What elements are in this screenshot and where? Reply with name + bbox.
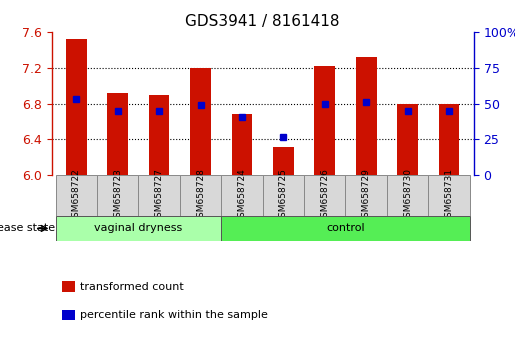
Bar bbox=[56, 216, 221, 241]
Bar bbox=[149, 95, 169, 175]
Text: vaginal dryness: vaginal dryness bbox=[94, 223, 183, 233]
Text: percentile rank within the sample: percentile rank within the sample bbox=[80, 310, 268, 320]
Text: control: control bbox=[326, 223, 365, 233]
Text: GSM658722: GSM658722 bbox=[72, 168, 81, 223]
Bar bbox=[314, 66, 335, 175]
Bar bbox=[97, 175, 139, 216]
Text: GSM658728: GSM658728 bbox=[196, 168, 205, 223]
Text: GSM658729: GSM658729 bbox=[362, 168, 371, 223]
Text: GSM658727: GSM658727 bbox=[154, 168, 164, 223]
Bar bbox=[273, 147, 294, 175]
Bar bbox=[180, 175, 221, 216]
Text: GSM658730: GSM658730 bbox=[403, 168, 412, 223]
Bar bbox=[346, 175, 387, 216]
Bar bbox=[139, 175, 180, 216]
Bar bbox=[387, 175, 428, 216]
Title: GDS3941 / 8161418: GDS3941 / 8161418 bbox=[185, 14, 340, 29]
Bar bbox=[232, 114, 252, 175]
Bar bbox=[221, 175, 263, 216]
Bar bbox=[56, 175, 97, 216]
Text: GSM658725: GSM658725 bbox=[279, 168, 288, 223]
Bar bbox=[304, 175, 346, 216]
Bar bbox=[356, 57, 376, 175]
Bar bbox=[428, 175, 470, 216]
Text: GSM658724: GSM658724 bbox=[237, 168, 247, 223]
Text: disease state: disease state bbox=[0, 223, 55, 233]
Text: GSM658731: GSM658731 bbox=[444, 168, 454, 223]
Text: transformed count: transformed count bbox=[80, 282, 183, 292]
Bar bbox=[108, 93, 128, 175]
Bar bbox=[221, 216, 470, 241]
Bar bbox=[190, 68, 211, 175]
Bar bbox=[439, 103, 459, 175]
Bar bbox=[263, 175, 304, 216]
Text: GSM658723: GSM658723 bbox=[113, 168, 122, 223]
Text: GSM658726: GSM658726 bbox=[320, 168, 329, 223]
Bar bbox=[66, 39, 87, 175]
Bar bbox=[397, 103, 418, 175]
